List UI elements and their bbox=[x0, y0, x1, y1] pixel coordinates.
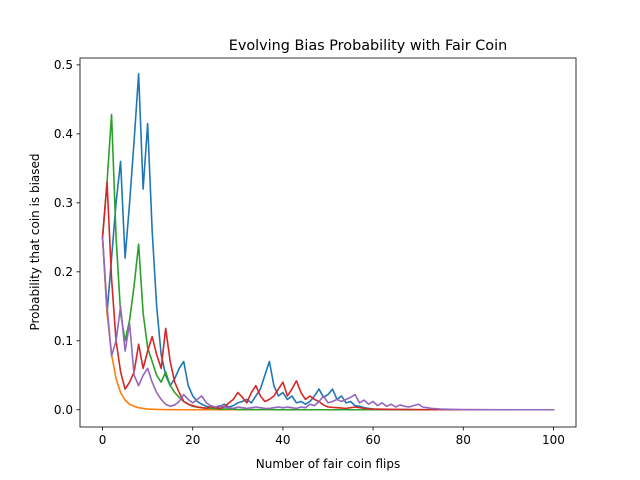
series-layer bbox=[101, 73, 555, 411]
x-tick-label: 40 bbox=[275, 433, 290, 447]
x-tick-label: 60 bbox=[365, 433, 380, 447]
x-tick-label: 20 bbox=[185, 433, 200, 447]
y-tick-label: 0.4 bbox=[54, 127, 73, 141]
y-axis-label: Probability that coin is biased bbox=[28, 153, 42, 330]
y-tick-label: 0.2 bbox=[54, 265, 73, 279]
x-axis-label: Number of fair coin flips bbox=[256, 457, 401, 471]
series-line-5 bbox=[101, 236, 555, 411]
series-line-1 bbox=[101, 73, 555, 411]
x-tick-label: 0 bbox=[99, 433, 107, 447]
y-axis: 0.0 0.1 0.2 0.3 0.4 0.5 bbox=[54, 58, 80, 417]
y-tick-label: 0.1 bbox=[54, 334, 73, 348]
series-line-4 bbox=[101, 181, 555, 411]
series-line-3 bbox=[101, 113, 555, 411]
y-tick-label: 0.3 bbox=[54, 196, 73, 210]
y-tick-label: 0.5 bbox=[54, 58, 73, 72]
x-tick-label: 100 bbox=[542, 433, 565, 447]
x-tick-label: 80 bbox=[456, 433, 471, 447]
x-axis: 0 20 40 60 80 100 bbox=[99, 427, 565, 447]
chart-title: Evolving Bias Probability with Fair Coin bbox=[229, 38, 508, 54]
y-tick-label: 0.0 bbox=[54, 403, 73, 417]
plot-frame bbox=[79, 57, 577, 428]
plot-area bbox=[79, 57, 577, 428]
